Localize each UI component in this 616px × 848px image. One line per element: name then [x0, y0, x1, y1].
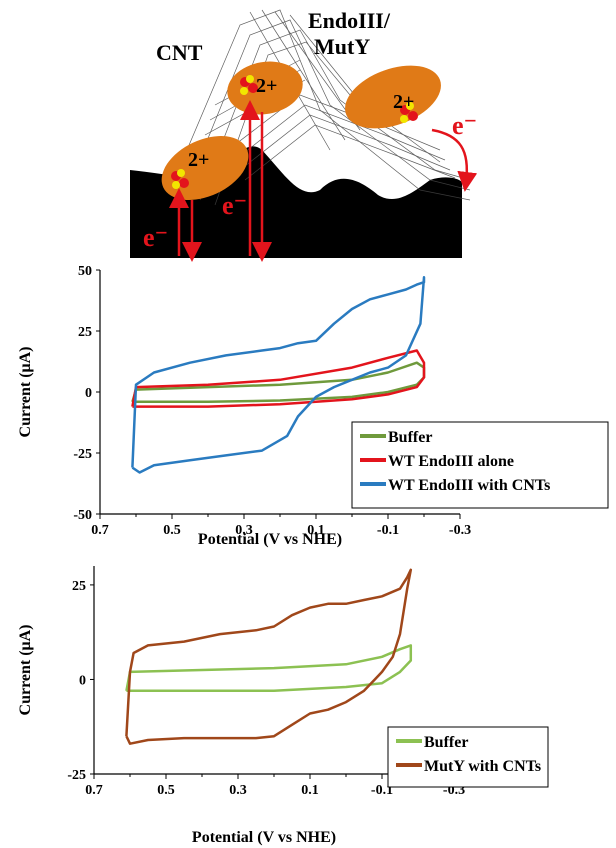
- series-line-wt-endoiii-alone: [131, 349, 426, 408]
- x-tick-label: 0.1: [301, 783, 319, 798]
- charge-label-middle: 2+: [256, 75, 277, 97]
- y-axis-label: Current (μA): [17, 347, 34, 438]
- enzyme-label-line1: EndoIII/: [308, 8, 391, 33]
- x-tick-label: 0.7: [85, 783, 103, 798]
- legend-box: [387, 726, 549, 788]
- schematic: 2+ 2+ 2+ e⁻ e⁻ e⁻ CNT EndoIII/ MutY: [130, 8, 478, 262]
- charge-label-right: 2+: [393, 91, 414, 113]
- charge-label-left: 2+: [188, 149, 209, 171]
- y-tick-label: 25: [78, 325, 92, 340]
- series-line-muty-with-cnts: [125, 568, 413, 745]
- electron-label-middle: e⁻: [222, 191, 247, 220]
- y-axis-label: Current (μA): [17, 625, 34, 716]
- enzyme-label-line2: MutY: [314, 34, 370, 59]
- y-tick-label: 25: [72, 579, 86, 594]
- legend-label: Buffer: [388, 429, 432, 446]
- legend-label: WT EndoIII with CNTs: [388, 477, 550, 494]
- legend-label: WT EndoIII alone: [388, 453, 514, 470]
- x-axis-label: Potential (V vs NHE): [198, 531, 342, 548]
- y-tick-label: -50: [73, 508, 92, 523]
- electron-label-left: e⁻: [143, 223, 168, 252]
- x-tick-label: 0.1: [307, 523, 325, 538]
- legend-box: [351, 421, 609, 509]
- x-tick-label: 0.5: [157, 783, 175, 798]
- x-tick-label: 0.3: [229, 783, 247, 798]
- electron-label-right: e⁻: [452, 111, 477, 140]
- x-tick-label: -0.1: [377, 523, 399, 538]
- cnt-label: CNT: [156, 40, 203, 65]
- series-line-buffer: [125, 644, 413, 693]
- y-tick-label: -25: [73, 447, 92, 462]
- y-tick-label: 0: [85, 386, 92, 401]
- legend-label: MutY with CNTs: [424, 758, 541, 775]
- protein-right: [345, 65, 441, 129]
- x-tick-label: 0.7: [91, 523, 109, 538]
- series-line-wt-endoiii-with-cnts: [131, 276, 426, 474]
- cluster-middle: 2+: [240, 75, 277, 97]
- x-tick-label: -0.3: [449, 523, 471, 538]
- chart-endoiii: 0.7 0.5 0.3 0.1 -0.1 -0.3 50 25 0 -25 -50 Potential…: [17, 264, 609, 548]
- cluster-right: 2+: [393, 91, 418, 123]
- y-tick-label: 50: [78, 264, 92, 279]
- legend-label: Buffer: [424, 734, 468, 751]
- x-tick-label: 0.5: [163, 523, 181, 538]
- x-tick-label: 0.3: [235, 523, 253, 538]
- electron-arrows: [169, 100, 478, 262]
- x-axis-label: Potential (V vs NHE): [192, 829, 336, 846]
- cluster-left: 2+: [171, 149, 209, 189]
- y-tick-label: 0: [79, 673, 86, 688]
- y-tick-label: -25: [67, 768, 86, 783]
